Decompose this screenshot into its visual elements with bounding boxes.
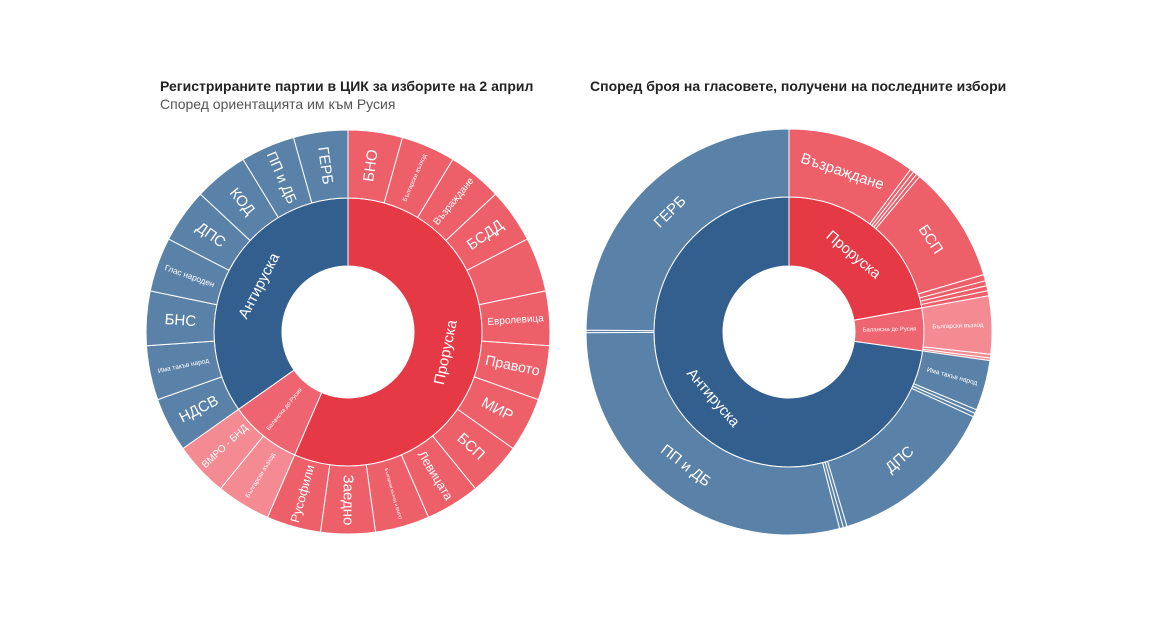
outer-segment-пп-и-дб[interactable] bbox=[585, 331, 841, 536]
chart1-subtitle: Според ориентацията им към Русия bbox=[160, 96, 396, 112]
chart2-title: Според броя на гласовете, получени на по… bbox=[590, 78, 1007, 94]
outer-segment-герб-label: ГЕРБ bbox=[314, 146, 336, 186]
outer-segment-български-възход-label: Български възход bbox=[932, 322, 984, 331]
chart1-title: Регистрираните партии в ЦИК за изборите … bbox=[160, 78, 534, 94]
outer-segment-заедно-label: Заедно bbox=[340, 475, 357, 526]
outer-segment-бнс-label: БНС bbox=[164, 311, 197, 330]
outer-segment-евролевица-label: Евролевица bbox=[487, 313, 545, 328]
inner-segment-балансирана-към-русия-label: Балансна до Русия bbox=[863, 327, 917, 334]
outer-segment-бно-label: БНО bbox=[360, 148, 381, 182]
outer-segment-герб[interactable] bbox=[585, 128, 790, 332]
outer-segment-герб[interactable] bbox=[292, 129, 349, 204]
